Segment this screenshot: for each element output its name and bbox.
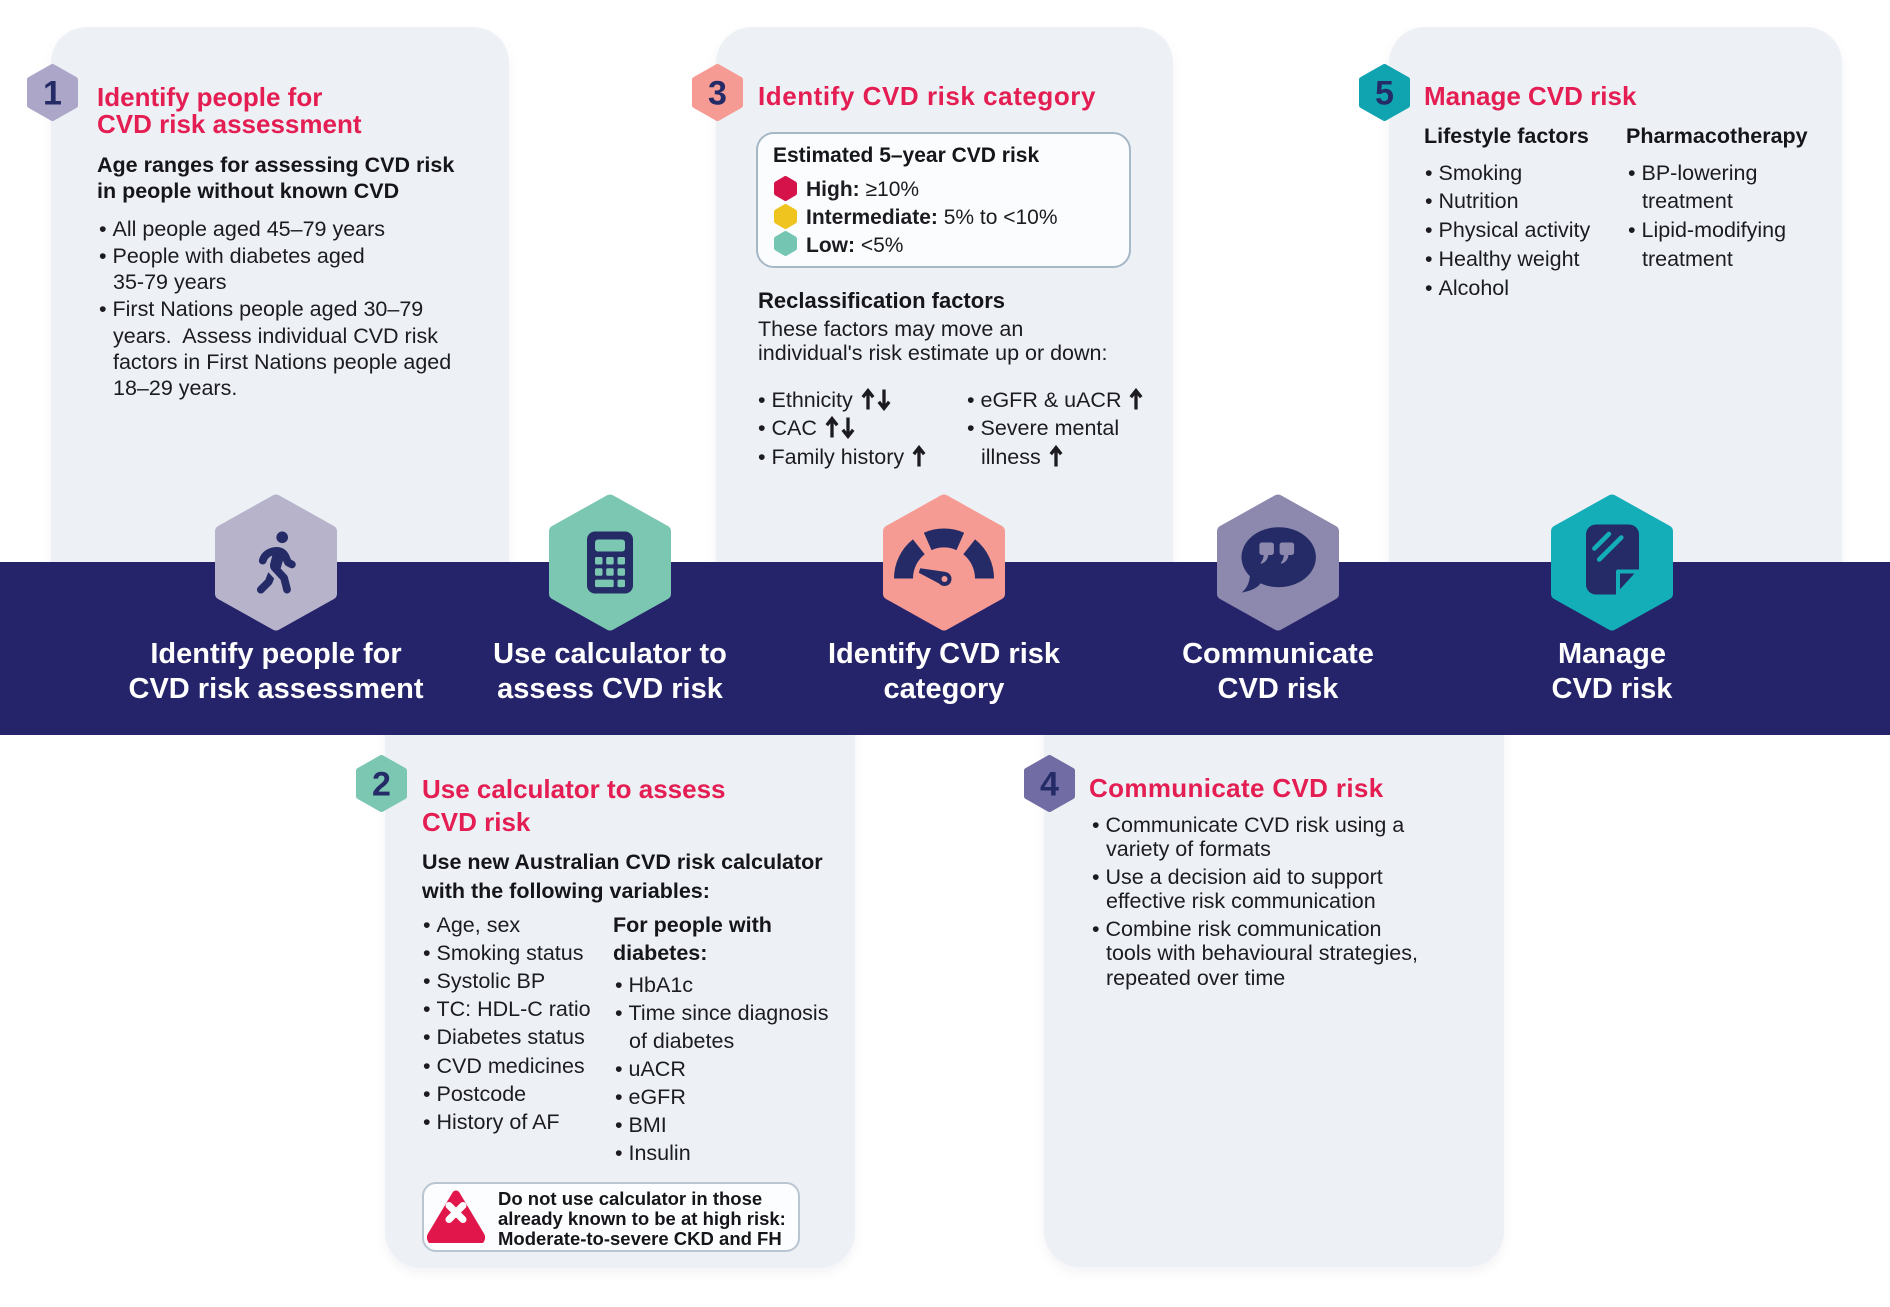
svg-text:4: 4 [1040, 766, 1059, 804]
svg-text:1: 1 [43, 74, 62, 112]
svg-text:2: 2 [372, 766, 391, 804]
svg-text:5: 5 [1375, 74, 1394, 112]
svg-text:3: 3 [708, 74, 727, 112]
